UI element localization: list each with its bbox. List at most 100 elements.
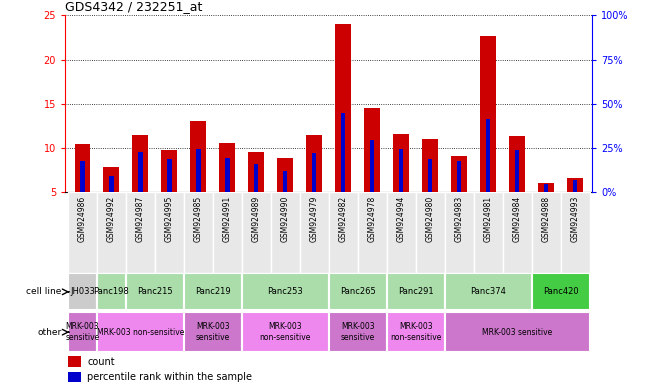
Bar xyxy=(138,152,143,192)
Bar xyxy=(80,161,85,192)
FancyBboxPatch shape xyxy=(68,312,97,353)
Bar xyxy=(486,119,490,192)
FancyBboxPatch shape xyxy=(329,192,358,273)
Bar xyxy=(277,159,293,192)
FancyBboxPatch shape xyxy=(329,312,387,353)
Text: MRK-003
non-sensitive: MRK-003 non-sensitive xyxy=(260,323,311,342)
Bar xyxy=(393,134,409,192)
Text: GSM924987: GSM924987 xyxy=(136,196,145,242)
Text: GSM924994: GSM924994 xyxy=(396,196,406,242)
FancyBboxPatch shape xyxy=(532,273,590,310)
Text: GSM924978: GSM924978 xyxy=(368,196,377,242)
FancyBboxPatch shape xyxy=(358,192,387,273)
Text: MRK-003 non-sensitive: MRK-003 non-sensitive xyxy=(97,328,184,337)
FancyBboxPatch shape xyxy=(299,192,329,273)
Text: Panc198: Panc198 xyxy=(94,287,130,296)
Bar xyxy=(219,142,235,192)
Text: GSM924986: GSM924986 xyxy=(78,196,87,242)
Text: MRK-003
sensitive: MRK-003 sensitive xyxy=(340,323,375,342)
Bar xyxy=(161,150,177,192)
Text: GSM924991: GSM924991 xyxy=(223,196,232,242)
Bar xyxy=(248,152,264,192)
Bar xyxy=(307,136,322,192)
FancyBboxPatch shape xyxy=(532,192,561,273)
FancyBboxPatch shape xyxy=(474,192,503,273)
Bar xyxy=(196,149,201,192)
Text: GSM924995: GSM924995 xyxy=(165,196,174,242)
Bar xyxy=(225,157,230,192)
Bar xyxy=(457,161,462,192)
FancyBboxPatch shape xyxy=(416,192,445,273)
Bar xyxy=(515,150,519,192)
Bar xyxy=(254,164,258,192)
Text: GSM924989: GSM924989 xyxy=(252,196,261,242)
Text: GSM924990: GSM924990 xyxy=(281,196,290,242)
FancyBboxPatch shape xyxy=(184,312,242,353)
Bar xyxy=(573,180,577,192)
Text: Panc219: Panc219 xyxy=(195,287,230,296)
FancyBboxPatch shape xyxy=(561,192,590,273)
Text: GSM924980: GSM924980 xyxy=(426,196,435,242)
Text: GSM924993: GSM924993 xyxy=(570,196,579,242)
FancyBboxPatch shape xyxy=(97,192,126,273)
Bar xyxy=(451,156,467,192)
FancyBboxPatch shape xyxy=(184,192,213,273)
FancyBboxPatch shape xyxy=(387,312,445,353)
Bar xyxy=(544,184,548,192)
Text: cell line: cell line xyxy=(27,287,62,296)
Bar xyxy=(132,136,148,192)
FancyBboxPatch shape xyxy=(68,192,97,273)
Bar xyxy=(370,140,374,192)
Bar xyxy=(422,139,438,192)
FancyBboxPatch shape xyxy=(503,192,532,273)
Text: MRK-003
sensitive: MRK-003 sensitive xyxy=(196,323,230,342)
Text: Panc291: Panc291 xyxy=(398,287,434,296)
Text: Panc265: Panc265 xyxy=(340,287,376,296)
FancyBboxPatch shape xyxy=(242,312,329,353)
Text: MRK-003 sensitive: MRK-003 sensitive xyxy=(482,328,552,337)
Text: Panc420: Panc420 xyxy=(543,287,578,296)
FancyBboxPatch shape xyxy=(387,192,416,273)
Text: GSM924988: GSM924988 xyxy=(542,196,551,242)
Bar xyxy=(509,136,525,192)
Text: Panc253: Panc253 xyxy=(268,287,303,296)
FancyBboxPatch shape xyxy=(445,312,590,353)
Bar xyxy=(68,372,81,382)
FancyBboxPatch shape xyxy=(213,192,242,273)
Bar xyxy=(365,108,380,192)
Bar xyxy=(480,36,496,192)
FancyBboxPatch shape xyxy=(126,273,184,310)
FancyBboxPatch shape xyxy=(97,312,184,353)
Text: MRK-003
sensitive: MRK-003 sensitive xyxy=(65,323,100,342)
FancyBboxPatch shape xyxy=(387,273,445,310)
Text: GSM924982: GSM924982 xyxy=(339,196,348,242)
Bar xyxy=(312,153,316,192)
Text: MRK-003
non-sensitive: MRK-003 non-sensitive xyxy=(390,323,441,342)
FancyBboxPatch shape xyxy=(68,273,97,310)
Bar xyxy=(109,176,114,192)
Bar xyxy=(104,167,119,192)
Bar xyxy=(68,356,81,367)
FancyBboxPatch shape xyxy=(445,273,532,310)
Bar xyxy=(428,159,432,192)
Bar xyxy=(167,159,172,192)
FancyBboxPatch shape xyxy=(97,273,126,310)
Bar xyxy=(341,113,346,192)
Text: other: other xyxy=(38,328,62,337)
Text: count: count xyxy=(87,357,115,367)
Text: GSM924981: GSM924981 xyxy=(484,196,493,242)
FancyBboxPatch shape xyxy=(445,192,474,273)
Bar xyxy=(567,178,583,192)
FancyBboxPatch shape xyxy=(184,273,242,310)
Bar xyxy=(283,171,288,192)
Bar xyxy=(538,183,554,192)
FancyBboxPatch shape xyxy=(242,273,329,310)
Text: Panc374: Panc374 xyxy=(470,287,506,296)
Bar xyxy=(190,121,206,192)
FancyBboxPatch shape xyxy=(126,192,155,273)
FancyBboxPatch shape xyxy=(271,192,299,273)
Text: GSM924983: GSM924983 xyxy=(454,196,464,242)
Bar xyxy=(74,144,90,192)
Text: GSM924985: GSM924985 xyxy=(194,196,203,242)
Text: percentile rank within the sample: percentile rank within the sample xyxy=(87,372,252,382)
